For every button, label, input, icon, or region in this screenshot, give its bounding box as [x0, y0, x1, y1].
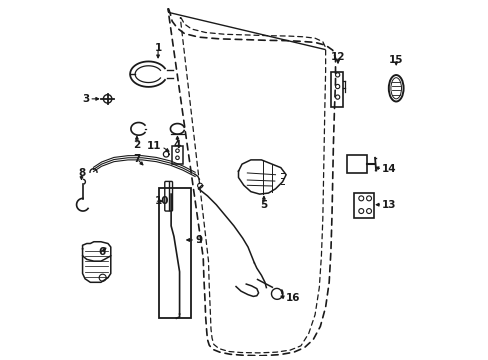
Text: 2: 2: [133, 140, 140, 150]
Text: 3: 3: [82, 94, 89, 104]
Text: 11: 11: [147, 141, 161, 152]
Text: 10: 10: [154, 196, 169, 206]
Text: 4: 4: [173, 140, 181, 150]
Text: 14: 14: [381, 165, 396, 174]
Text: 16: 16: [285, 293, 300, 303]
Bar: [172, 146, 183, 164]
Bar: [346, 155, 366, 173]
Text: 7: 7: [133, 154, 140, 164]
Text: 6: 6: [98, 247, 105, 257]
Text: 9: 9: [195, 235, 202, 245]
Text: 13: 13: [381, 200, 396, 210]
Text: 1: 1: [154, 43, 162, 53]
Bar: [159, 189, 190, 318]
Text: 12: 12: [330, 51, 345, 62]
Bar: [330, 72, 342, 107]
Text: 5: 5: [260, 200, 267, 210]
Bar: [353, 193, 373, 218]
Text: 15: 15: [388, 55, 403, 65]
Text: 8: 8: [78, 168, 85, 178]
